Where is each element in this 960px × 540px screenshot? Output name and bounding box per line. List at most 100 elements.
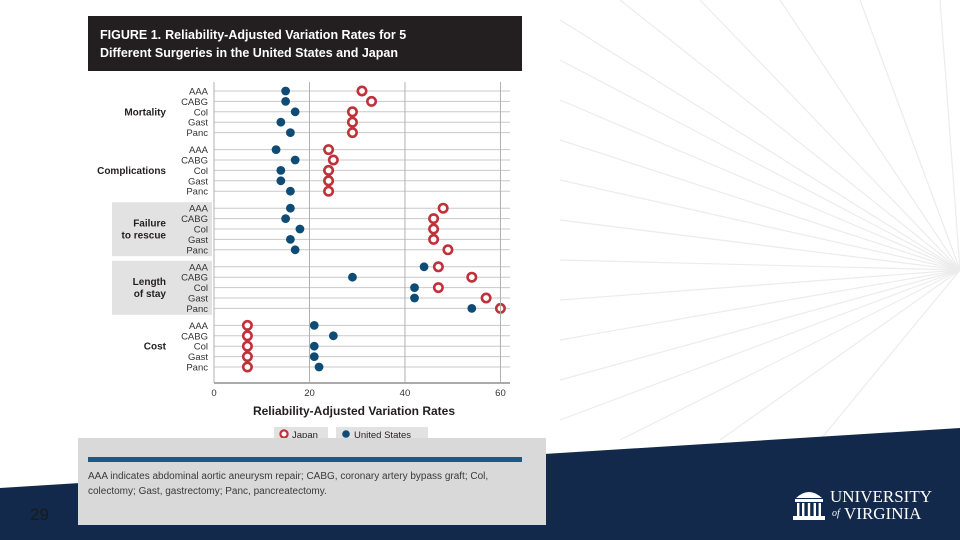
japan-point bbox=[323, 185, 335, 197]
group-label: Mortality bbox=[124, 107, 166, 118]
us-point bbox=[309, 352, 319, 361]
japan-point bbox=[323, 175, 335, 187]
japan-point bbox=[241, 351, 253, 363]
logo-of: of bbox=[832, 508, 841, 519]
us-point bbox=[281, 86, 291, 96]
group-label: Length bbox=[133, 277, 166, 288]
japan-point bbox=[241, 330, 253, 342]
us-point bbox=[285, 203, 295, 213]
category-label: Panc bbox=[186, 128, 208, 139]
japan-point bbox=[241, 340, 253, 352]
japan-point bbox=[327, 154, 339, 166]
rotunda-icon bbox=[793, 492, 825, 520]
japan-point bbox=[356, 85, 368, 97]
legend-japan-label: Japan bbox=[292, 430, 318, 438]
category-label: Gast bbox=[188, 352, 208, 363]
group-label: of stay bbox=[134, 289, 167, 300]
category-label: AAA bbox=[189, 321, 209, 332]
us-point bbox=[419, 262, 429, 272]
category-label: Col bbox=[194, 283, 208, 294]
group-label: to rescue bbox=[122, 231, 167, 242]
us-point bbox=[314, 362, 324, 372]
us-point bbox=[285, 128, 295, 137]
x-tick-label: 60 bbox=[495, 388, 506, 399]
us-point bbox=[290, 107, 300, 117]
japan-point bbox=[346, 127, 358, 139]
figure-title-line2: Different Surgeries in the United States… bbox=[100, 46, 398, 60]
x-tick-label: 0 bbox=[211, 388, 216, 399]
us-point bbox=[285, 186, 295, 196]
us-point bbox=[295, 224, 305, 234]
category-label: Gast bbox=[188, 118, 208, 129]
group-shade bbox=[112, 260, 212, 315]
category-label: AAA bbox=[189, 262, 209, 273]
japan-point bbox=[432, 282, 444, 294]
japan-point bbox=[323, 144, 335, 156]
figure-title-line1: Reliability-Adjusted Variation Rates for… bbox=[165, 28, 407, 42]
us-point bbox=[281, 97, 291, 106]
us-point bbox=[276, 166, 286, 175]
category-label: Gast bbox=[188, 176, 208, 187]
category-label: Col bbox=[194, 107, 208, 118]
category-label: Col bbox=[194, 225, 208, 236]
footer-rule bbox=[88, 457, 522, 462]
figure-footnote: AAA indicates abdominal aortic aneurysm … bbox=[88, 471, 489, 497]
us-point bbox=[309, 341, 319, 351]
category-label: Panc bbox=[186, 304, 208, 315]
us-point bbox=[271, 145, 281, 155]
group-label: Cost bbox=[144, 342, 167, 353]
category-label: Gast bbox=[188, 235, 208, 246]
us-point bbox=[276, 176, 286, 186]
category-label: Panc bbox=[186, 187, 208, 198]
group-shade bbox=[112, 202, 212, 257]
legend-japan-marker bbox=[279, 429, 289, 438]
logo-university: UNIVERSITY bbox=[830, 487, 932, 506]
us-point bbox=[290, 245, 300, 255]
japan-point bbox=[428, 213, 440, 225]
japan-point bbox=[466, 271, 478, 283]
japan-point bbox=[428, 233, 440, 245]
group-label: Failure bbox=[133, 219, 166, 230]
figure-footer: AAA indicates abdominal aortic aneurysm … bbox=[78, 438, 546, 525]
us-point bbox=[467, 304, 477, 313]
us-point bbox=[328, 331, 338, 341]
category-label: CABG bbox=[181, 331, 208, 342]
category-label: Gast bbox=[188, 294, 208, 305]
us-point bbox=[410, 283, 419, 292]
japan-point bbox=[346, 106, 358, 118]
x-tick-label: 40 bbox=[400, 388, 411, 399]
x-axis-label: Reliability-Adjusted Variation Rates bbox=[253, 404, 455, 418]
category-label: AAA bbox=[189, 204, 209, 215]
uva-logo: UNIVERSITY of VIRGINIA bbox=[793, 487, 932, 523]
japan-point bbox=[432, 261, 444, 273]
japan-point bbox=[442, 244, 454, 256]
group-label: Complications bbox=[97, 166, 166, 177]
japan-point bbox=[480, 292, 492, 304]
japan-point bbox=[346, 116, 358, 128]
logo-virginia: VIRGINIA bbox=[844, 504, 922, 523]
japan-point bbox=[241, 361, 253, 373]
category-label: CABG bbox=[181, 273, 208, 284]
legend-shade bbox=[336, 427, 428, 438]
us-point bbox=[410, 293, 419, 303]
japan-point bbox=[323, 164, 335, 176]
us-point bbox=[285, 235, 295, 244]
category-label: CABG bbox=[181, 156, 208, 167]
japan-point bbox=[366, 95, 378, 107]
category-label: CABG bbox=[181, 97, 208, 108]
x-tick-label: 20 bbox=[304, 388, 315, 399]
category-label: Panc bbox=[186, 245, 208, 256]
japan-point bbox=[428, 223, 440, 235]
slide-number: 29 bbox=[30, 505, 49, 524]
legend-us-label: United States bbox=[354, 430, 411, 438]
legend-us-marker bbox=[342, 430, 350, 438]
us-point bbox=[290, 155, 300, 165]
category-label: Panc bbox=[186, 363, 208, 374]
category-label: AAA bbox=[189, 87, 209, 98]
figure-card: FIGURE 1. Reliability-Adjusted Variation … bbox=[78, 10, 546, 525]
us-point bbox=[348, 272, 357, 282]
category-label: AAA bbox=[189, 145, 209, 156]
dot-plot-chart: AAACABGColGastPancMortalityAAACABGColGas… bbox=[97, 82, 510, 438]
japan-point bbox=[437, 202, 449, 214]
